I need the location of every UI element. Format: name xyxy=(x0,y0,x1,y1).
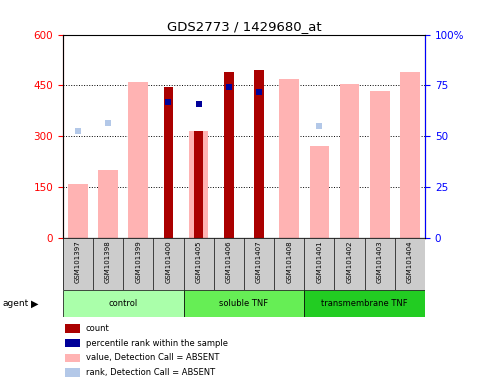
Text: agent: agent xyxy=(2,299,28,308)
Bar xyxy=(63,238,93,290)
Bar xyxy=(244,238,274,290)
Bar xyxy=(224,72,234,238)
Bar xyxy=(184,238,213,290)
Bar xyxy=(334,238,365,290)
Bar xyxy=(194,131,203,238)
Text: soluble TNF: soluble TNF xyxy=(219,299,269,308)
Bar xyxy=(128,82,148,238)
Text: GSM101398: GSM101398 xyxy=(105,241,111,283)
Text: control: control xyxy=(109,299,138,308)
Text: rank, Detection Call = ABSENT: rank, Detection Call = ABSENT xyxy=(86,368,215,377)
Title: GDS2773 / 1429680_at: GDS2773 / 1429680_at xyxy=(167,20,321,33)
Bar xyxy=(123,238,154,290)
Text: GSM101407: GSM101407 xyxy=(256,241,262,283)
Bar xyxy=(65,324,80,333)
Bar xyxy=(98,170,118,238)
Bar xyxy=(63,290,184,317)
Bar xyxy=(93,238,123,290)
Text: value, Detection Call = ABSENT: value, Detection Call = ABSENT xyxy=(86,353,219,362)
Bar xyxy=(65,354,80,362)
Bar xyxy=(274,238,304,290)
Bar xyxy=(340,84,359,238)
Text: GSM101405: GSM101405 xyxy=(196,241,201,283)
Bar xyxy=(304,290,425,317)
Bar xyxy=(164,87,173,238)
Bar xyxy=(65,369,80,377)
Bar xyxy=(184,290,304,317)
Text: GSM101408: GSM101408 xyxy=(286,241,292,283)
Bar xyxy=(304,238,334,290)
Bar xyxy=(213,238,244,290)
Text: GSM101401: GSM101401 xyxy=(316,241,322,283)
Text: ▶: ▶ xyxy=(31,298,39,308)
Bar xyxy=(65,339,80,347)
Text: GSM101406: GSM101406 xyxy=(226,241,232,283)
Bar xyxy=(400,72,420,238)
Bar xyxy=(310,147,329,238)
Text: count: count xyxy=(86,324,110,333)
Bar xyxy=(68,184,88,238)
Bar xyxy=(254,70,264,238)
Text: GSM101403: GSM101403 xyxy=(377,241,383,283)
Bar xyxy=(395,238,425,290)
Text: GSM101397: GSM101397 xyxy=(75,241,81,283)
Text: percentile rank within the sample: percentile rank within the sample xyxy=(86,339,228,348)
Bar xyxy=(365,238,395,290)
Bar xyxy=(279,79,299,238)
Text: GSM101404: GSM101404 xyxy=(407,241,413,283)
Text: transmembrane TNF: transmembrane TNF xyxy=(321,299,408,308)
Bar xyxy=(189,131,209,238)
Bar xyxy=(154,238,184,290)
Bar xyxy=(370,91,390,238)
Text: GSM101399: GSM101399 xyxy=(135,241,141,283)
Text: GSM101400: GSM101400 xyxy=(166,241,171,283)
Text: GSM101402: GSM101402 xyxy=(347,241,353,283)
